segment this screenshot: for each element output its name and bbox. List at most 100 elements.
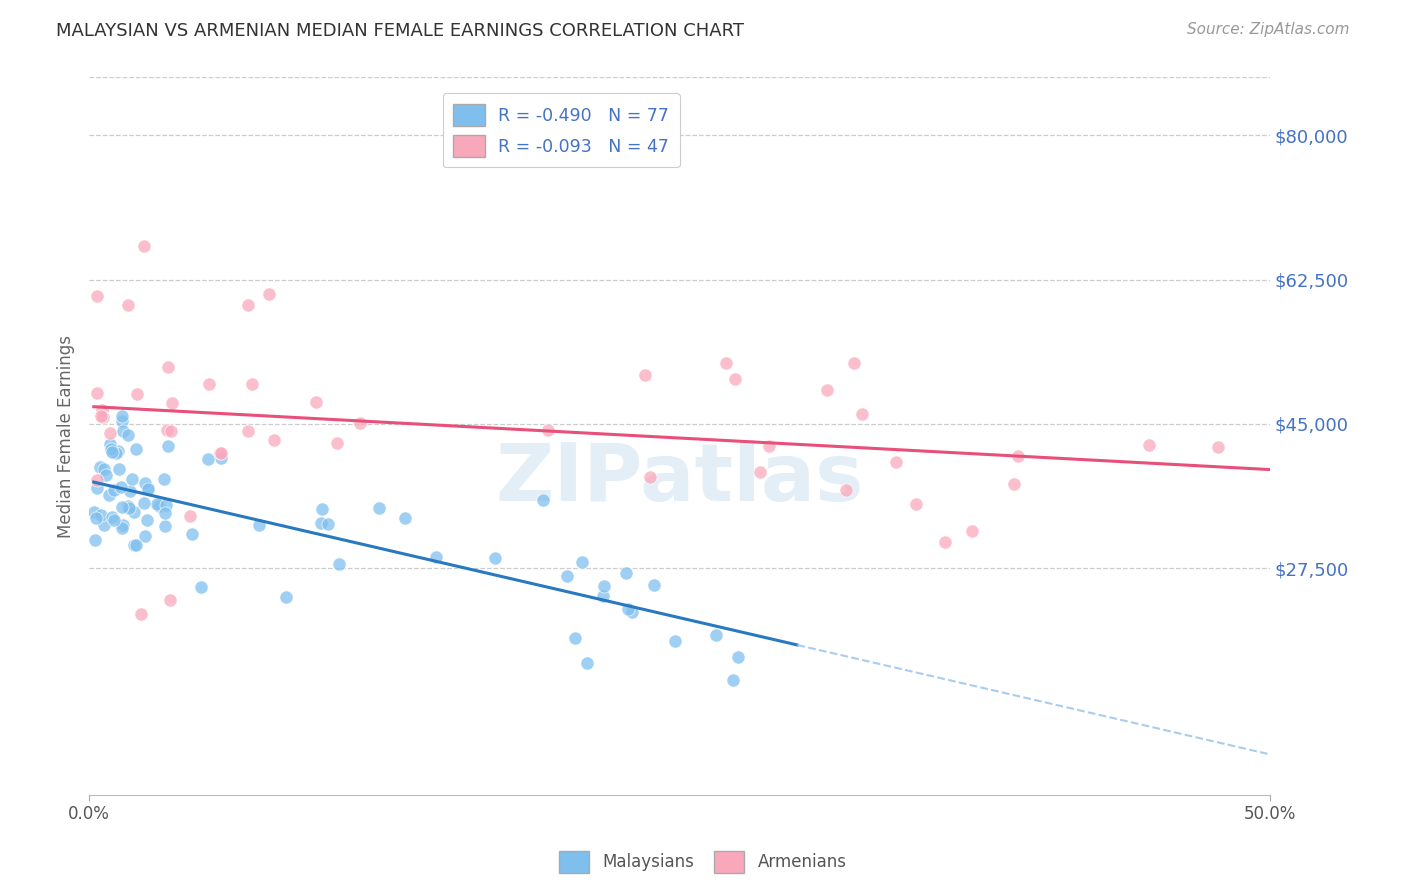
Point: [86, 288, 108, 302]
Point: [98, 426, 121, 441]
Point: [555, 569, 578, 583]
Point: [835, 483, 858, 498]
Point: [886, 455, 908, 469]
Point: [934, 535, 956, 549]
Point: [571, 555, 593, 569]
Point: [98, 437, 121, 451]
Point: [240, 376, 263, 391]
Point: [86, 473, 108, 487]
Point: [125, 442, 148, 457]
Point: [904, 497, 927, 511]
Point: [349, 417, 371, 431]
Point: [135, 512, 157, 526]
Point: [100, 445, 122, 459]
Point: [263, 433, 285, 447]
Point: [209, 451, 232, 466]
Point: [190, 580, 212, 594]
Point: [592, 579, 614, 593]
Point: [101, 509, 124, 524]
Point: [146, 497, 169, 511]
Point: [276, 591, 298, 605]
Point: [664, 634, 686, 648]
Point: [614, 566, 637, 580]
Point: [148, 500, 170, 514]
Point: [537, 424, 560, 438]
Point: [89, 460, 111, 475]
Point: [643, 578, 665, 592]
Point: [425, 549, 447, 564]
Point: [367, 500, 389, 515]
Point: [247, 518, 270, 533]
Point: [721, 673, 744, 688]
Point: [103, 483, 125, 497]
Point: [748, 465, 770, 479]
Point: [328, 557, 350, 571]
Point: [120, 483, 142, 498]
Point: [93, 462, 115, 476]
Point: [617, 602, 640, 616]
Point: [111, 409, 134, 423]
Point: [620, 605, 643, 619]
Point: [181, 527, 204, 541]
Point: [91, 403, 114, 417]
Point: [86, 481, 108, 495]
Point: [134, 475, 156, 490]
Point: [121, 472, 143, 486]
Point: [104, 446, 127, 460]
Point: [724, 372, 747, 386]
Point: [129, 607, 152, 621]
Point: [160, 396, 183, 410]
Point: [727, 650, 749, 665]
Point: [112, 424, 135, 438]
Point: [108, 462, 131, 476]
Point: [117, 298, 139, 312]
Y-axis label: Median Female Earnings: Median Female Earnings: [58, 334, 75, 538]
Point: [236, 424, 259, 438]
Point: [132, 496, 155, 510]
Point: [111, 500, 134, 515]
Point: [90, 508, 112, 523]
Point: [704, 628, 727, 642]
Point: [134, 529, 156, 543]
Legend: R = -0.490   N = 77, R = -0.093   N = 47: R = -0.490 N = 77, R = -0.093 N = 47: [443, 94, 679, 168]
Point: [156, 423, 179, 437]
Point: [257, 287, 280, 301]
Point: [326, 435, 349, 450]
Point: [117, 428, 139, 442]
Point: [714, 356, 737, 370]
Point: [100, 442, 122, 457]
Point: [86, 385, 108, 400]
Point: [179, 509, 201, 524]
Point: [153, 472, 176, 486]
Point: [107, 443, 129, 458]
Point: [122, 506, 145, 520]
Point: [198, 377, 221, 392]
Point: [209, 446, 232, 460]
Legend: Malaysians, Armenians: Malaysians, Armenians: [553, 845, 853, 880]
Point: [122, 538, 145, 552]
Point: [110, 413, 132, 427]
Point: [136, 482, 159, 496]
Point: [844, 356, 866, 370]
Point: [316, 516, 339, 531]
Point: [83, 505, 105, 519]
Point: [209, 446, 232, 460]
Point: [90, 409, 112, 423]
Point: [91, 410, 114, 425]
Point: [311, 501, 333, 516]
Point: [94, 468, 117, 483]
Point: [238, 297, 260, 311]
Point: [160, 424, 183, 438]
Point: [484, 551, 506, 566]
Point: [103, 513, 125, 527]
Text: Source: ZipAtlas.com: Source: ZipAtlas.com: [1187, 22, 1350, 37]
Point: [157, 360, 180, 375]
Point: [159, 593, 181, 607]
Point: [564, 632, 586, 646]
Point: [633, 368, 655, 382]
Point: [157, 439, 180, 453]
Text: MALAYSIAN VS ARMENIAN MEDIAN FEMALE EARNINGS CORRELATION CHART: MALAYSIAN VS ARMENIAN MEDIAN FEMALE EARN…: [56, 22, 744, 40]
Point: [111, 521, 134, 535]
Point: [758, 440, 780, 454]
Text: ZIPatlas: ZIPatlas: [495, 441, 863, 518]
